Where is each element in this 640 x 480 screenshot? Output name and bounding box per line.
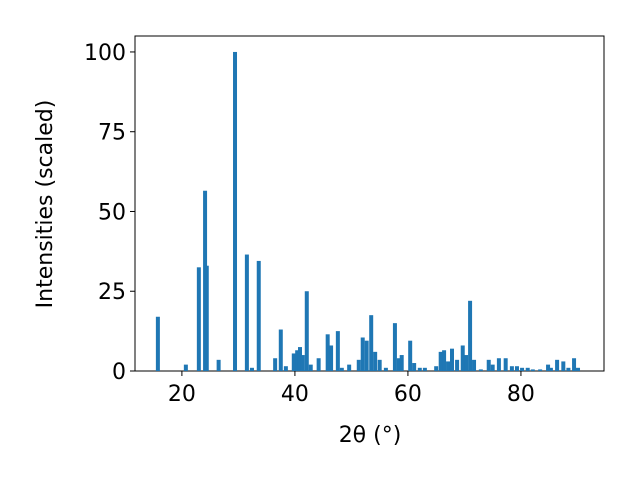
bar bbox=[455, 359, 460, 371]
y-tick-label: 0 bbox=[112, 360, 126, 385]
bar bbox=[478, 369, 483, 371]
bar bbox=[530, 369, 535, 371]
bar bbox=[496, 358, 501, 371]
bar bbox=[464, 355, 469, 371]
bar bbox=[325, 334, 330, 371]
y-axis-label: Intensities (scaled) bbox=[33, 100, 58, 309]
bar bbox=[576, 367, 581, 371]
bar bbox=[490, 364, 495, 371]
bar bbox=[316, 358, 321, 371]
bar bbox=[548, 367, 553, 371]
bar bbox=[383, 367, 388, 371]
bar bbox=[460, 345, 465, 371]
bar bbox=[364, 340, 369, 371]
bar bbox=[449, 348, 454, 371]
bar bbox=[408, 340, 413, 371]
bar bbox=[283, 366, 288, 371]
bar bbox=[399, 355, 404, 371]
bar bbox=[339, 367, 344, 371]
bar bbox=[300, 355, 305, 371]
bar bbox=[347, 364, 352, 371]
bar bbox=[155, 316, 160, 371]
bar bbox=[291, 353, 296, 371]
bar bbox=[572, 358, 577, 371]
bar bbox=[392, 323, 397, 371]
bar bbox=[566, 367, 571, 371]
bar bbox=[446, 361, 451, 371]
bar bbox=[329, 345, 334, 371]
bar bbox=[278, 329, 283, 371]
bar bbox=[442, 350, 447, 371]
bar bbox=[369, 315, 374, 371]
bar bbox=[396, 358, 401, 371]
bar bbox=[438, 351, 443, 371]
bar bbox=[356, 359, 361, 371]
bar bbox=[295, 350, 300, 371]
bar bbox=[434, 366, 439, 371]
y-tick-label: 100 bbox=[84, 41, 126, 66]
bar bbox=[472, 359, 477, 371]
bar bbox=[538, 369, 543, 371]
bar bbox=[196, 267, 201, 371]
bar bbox=[520, 367, 525, 371]
bar bbox=[373, 351, 378, 371]
bar bbox=[256, 260, 261, 371]
bar bbox=[509, 366, 514, 371]
bar bbox=[412, 363, 417, 371]
bar bbox=[308, 364, 313, 371]
bar bbox=[183, 364, 188, 371]
y-tick-label: 75 bbox=[98, 121, 126, 146]
bar bbox=[233, 51, 238, 371]
y-tick-label: 50 bbox=[98, 200, 126, 225]
bar bbox=[486, 359, 491, 371]
bar bbox=[335, 331, 340, 371]
bar bbox=[503, 358, 508, 371]
x-tick-label: 80 bbox=[507, 382, 535, 407]
x-tick-label: 60 bbox=[394, 382, 422, 407]
bar bbox=[525, 367, 530, 371]
x-tick-label: 40 bbox=[281, 382, 309, 407]
bar bbox=[514, 366, 519, 371]
bar bbox=[204, 265, 209, 371]
bar bbox=[417, 367, 422, 371]
bar bbox=[360, 337, 365, 371]
x-axis-label: 2θ (°) bbox=[339, 423, 402, 448]
bar bbox=[273, 358, 278, 371]
x-tick-label: 20 bbox=[168, 382, 196, 407]
bar bbox=[249, 367, 254, 371]
bar bbox=[377, 359, 382, 371]
bar bbox=[468, 300, 473, 371]
bar bbox=[244, 254, 249, 371]
bar bbox=[422, 367, 427, 371]
bar bbox=[555, 359, 560, 371]
bar bbox=[304, 291, 309, 371]
bar bbox=[561, 361, 566, 371]
bar bbox=[216, 359, 221, 371]
y-tick-label: 25 bbox=[98, 280, 126, 305]
bar bbox=[297, 347, 302, 371]
bar bbox=[546, 364, 551, 371]
